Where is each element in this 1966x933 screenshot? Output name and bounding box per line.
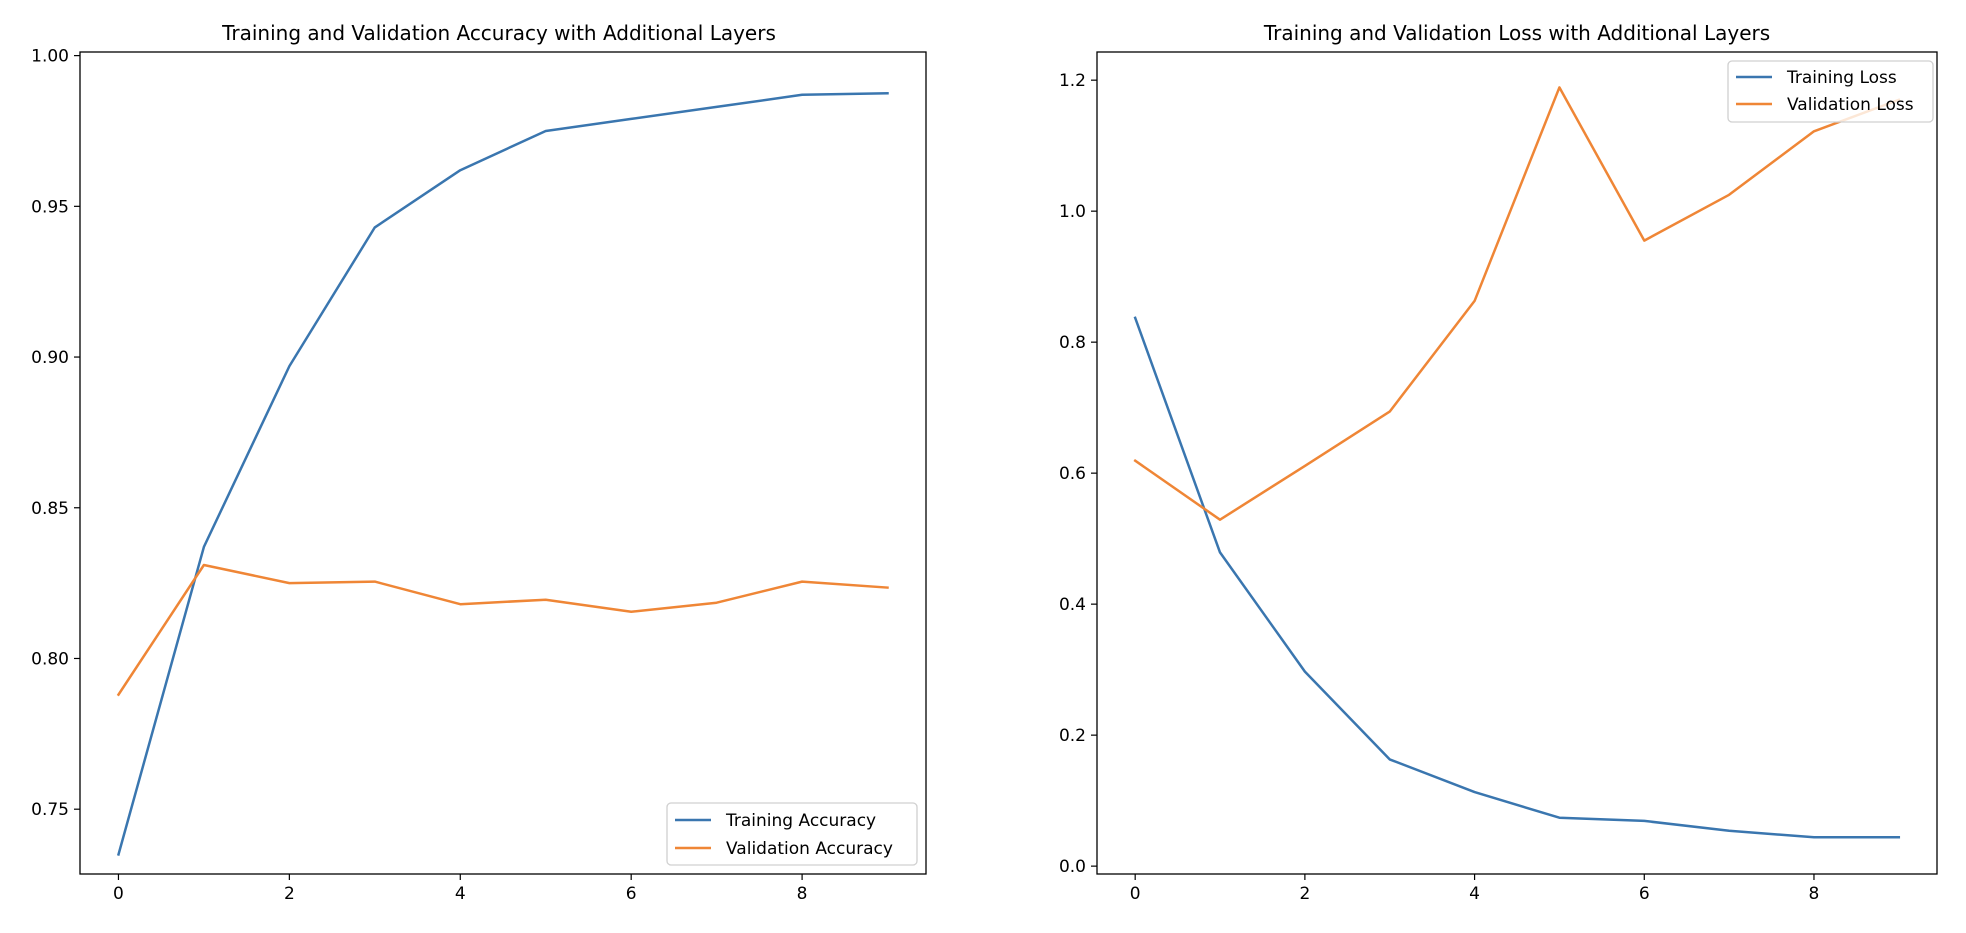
legend-label-validation-loss: Validation Loss <box>1787 95 1914 115</box>
y-tick-label: 0.8 <box>1059 333 1086 353</box>
y-tick-label: 0.85 <box>31 499 69 519</box>
x-tick-label: 0 <box>1130 884 1141 904</box>
axis-ticks: 0 2 4 6 8 0.75 0.80 0.85 0.90 0.95 1.00 <box>31 47 807 904</box>
x-tick-label: 2 <box>1299 884 1310 904</box>
chart-title: Training and Validation Loss with Additi… <box>1263 21 1770 45</box>
y-tick-label: 0.90 <box>31 348 69 368</box>
x-tick-label: 6 <box>626 884 637 904</box>
y-tick-label: 0.6 <box>1059 464 1086 484</box>
training-series-line <box>116 92 889 856</box>
accuracy-chart: Training and Validation Accuracy with Ad… <box>31 21 927 904</box>
x-tick-label: 4 <box>455 884 466 904</box>
legend: Training Accuracy Validation Accuracy <box>666 802 918 866</box>
x-tick-label: 8 <box>1809 884 1820 904</box>
axis-ticks: 0 2 4 6 8 0.0 0.2 0.4 0.6 0.8 1.0 1.2 <box>1059 71 1819 904</box>
training-series-line <box>1133 316 1901 839</box>
y-tick-label: 1.2 <box>1059 71 1086 91</box>
axes-frame <box>1096 51 1938 875</box>
series-lines <box>116 92 889 856</box>
x-tick-label: 8 <box>797 884 808 904</box>
y-tick-label: 1.00 <box>31 47 69 67</box>
validation-series-line <box>1133 86 1901 521</box>
legend-box <box>666 802 918 866</box>
series-lines <box>1133 86 1901 839</box>
chart-title: Training and Validation Accuracy with Ad… <box>221 21 776 45</box>
legend-label-validation-accuracy: Validation Accuracy <box>726 839 893 859</box>
y-tick-label: 0.80 <box>31 649 69 669</box>
axes-frame <box>79 51 927 875</box>
legend-label-training-accuracy: Training Accuracy <box>725 811 876 831</box>
y-tick-label: 0.2 <box>1059 726 1086 746</box>
validation-series-line <box>116 563 889 697</box>
y-tick-label: 0.75 <box>31 800 69 820</box>
x-tick-label: 4 <box>1469 884 1480 904</box>
legend-label-training-loss: Training Loss <box>1786 68 1897 88</box>
legend: Training Loss Validation Loss <box>1727 60 1934 123</box>
legend-box <box>1727 60 1934 123</box>
x-tick-label: 0 <box>113 884 124 904</box>
y-tick-label: 0.95 <box>31 197 69 217</box>
y-tick-label: 0.4 <box>1059 595 1086 615</box>
x-tick-label: 2 <box>284 884 295 904</box>
y-tick-label: 1.0 <box>1059 202 1086 222</box>
y-tick-label: 0.0 <box>1059 857 1086 877</box>
x-tick-label: 6 <box>1639 884 1650 904</box>
loss-chart: Training and Validation Loss with Additi… <box>1059 21 1938 904</box>
